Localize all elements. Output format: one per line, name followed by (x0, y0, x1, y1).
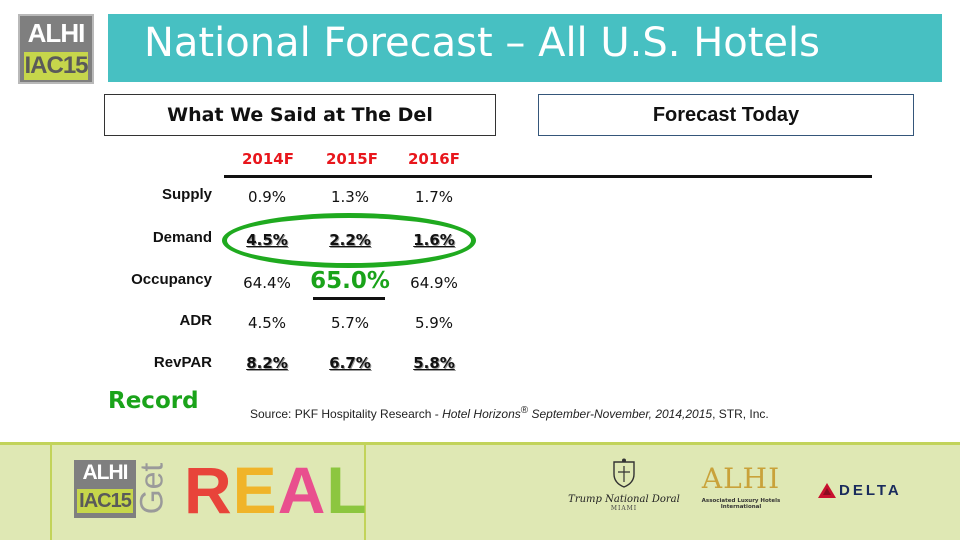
column-header-2016f: 2016F (408, 150, 460, 168)
table-cell: 6.7% (329, 354, 371, 372)
table-cell: 8.2% (246, 354, 288, 372)
real-letter: E (232, 453, 278, 527)
demand-highlight-oval (222, 213, 476, 268)
header-rule (224, 175, 872, 178)
logo-line2: IAC15 (24, 52, 89, 80)
column-header-2014f: 2014F (242, 150, 294, 168)
footer-logo-line2: IAC15 (77, 489, 133, 513)
table-cell: 1.6% (413, 231, 455, 249)
title-bar: National Forecast – All U.S. Hotels (108, 14, 942, 82)
real-letter: L (326, 453, 368, 527)
real-letter: A (277, 453, 327, 527)
alhi-iac15-logo: ALHI IAC15 (18, 14, 94, 84)
column-header-2015f: 2015F (326, 150, 378, 168)
row-label-supply: Supply (161, 186, 212, 203)
delta-logo: DELTA (818, 482, 902, 499)
source-note: Source: PKF Hospitality Research - Hotel… (250, 405, 769, 421)
table-cell: 5.8% (413, 354, 455, 372)
occupancy-2015-underline (313, 297, 385, 300)
slide-title: National Forecast – All U.S. Hotels (144, 20, 820, 66)
table-cell: 5.7% (330, 314, 370, 332)
table-cell: 4.5% (246, 231, 288, 249)
table-cell: 1.3% (330, 188, 370, 206)
alhi-name: ALHI (701, 462, 781, 495)
table-cell: 64.4% (243, 274, 291, 292)
delta-triangle-icon (818, 483, 836, 498)
row-label-demand: Demand (152, 229, 212, 246)
trump-doral-logo: Trump National Doral MIAMI (566, 458, 682, 524)
get-text: Get (133, 462, 170, 515)
forecast-today-box: Forecast Today (538, 94, 914, 136)
alhi-sub1: Associated Luxury Hotels (701, 498, 781, 504)
row-label-revpar: RevPAR (153, 354, 212, 371)
trump-name: Trump National Doral (568, 494, 680, 505)
source-suffix: , STR, Inc. (712, 407, 769, 421)
row-label-occupancy: Occupancy (131, 271, 212, 288)
table-cell: 4.5% (247, 314, 287, 332)
what-we-said-box: What We Said at The Del (104, 94, 496, 136)
source-period: September-November, 2014,2015 (528, 407, 713, 421)
row-label-adr: ADR (179, 312, 213, 329)
table-cell: 2.2% (329, 231, 371, 249)
footer-logo-line1: ALHI (82, 461, 129, 484)
source-publication: Hotel Horizons (442, 407, 521, 421)
footer-divider (50, 445, 52, 540)
table-cell-record: 65.0% (310, 268, 390, 294)
alhi-footer-logo: ALHI Associated Luxury Hotels Internatio… (696, 464, 786, 520)
table-cell: 0.9% (247, 188, 287, 206)
crest-icon (613, 458, 635, 488)
logo-line1: ALHI (27, 18, 86, 48)
delta-text: DELTA (839, 482, 902, 499)
footer-alhi-iac15-logo: ALHI IAC15 (74, 460, 136, 518)
get-word: Get (133, 456, 184, 522)
trump-city: MIAMI (610, 505, 638, 512)
source-reg-mark: ® (520, 405, 529, 416)
footer-divider (364, 445, 366, 540)
footer-band (0, 442, 960, 540)
alhi-sub2: International (720, 504, 762, 510)
table-cell: 1.7% (414, 188, 454, 206)
source-prefix: Source: PKF Hospitality Research - (250, 407, 443, 421)
real-word: REAL (184, 452, 368, 528)
table-cell: 64.9% (410, 274, 458, 292)
table-cell: 5.9% (414, 314, 454, 332)
real-letter: R (184, 453, 233, 527)
record-label: Record (108, 388, 199, 414)
